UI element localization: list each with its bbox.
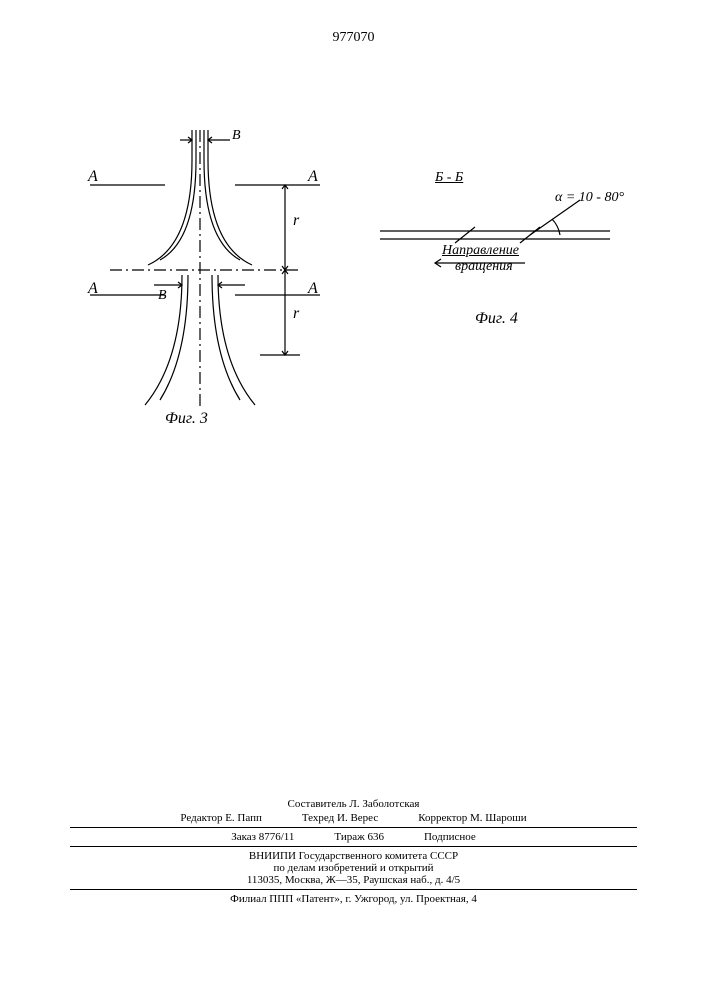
footer-tirazh: Тираж 636 [334, 831, 384, 843]
footer-org2: по делам изобретений и открытий [0, 862, 707, 874]
footer-techred: Техред И. Верес [302, 812, 378, 824]
fig3-caption: Фиг. 3 [165, 410, 208, 428]
fig4-caption: Фиг. 4 [475, 310, 518, 328]
fig3-svg [90, 130, 320, 410]
fig3-label-a-tl: А [88, 168, 98, 186]
fig4-direction-line1: Направление [442, 243, 519, 259]
footer-corrector: Корректор М. Шароши [418, 812, 526, 824]
fig3-label-a-br: А [308, 280, 318, 298]
footer-address2: Филиал ППП «Патент», г. Ужгород, ул. Про… [0, 893, 707, 905]
fig4-section-title: Б - Б [435, 170, 463, 186]
footer: Составитель Л. Заболотская Редактор Е. П… [0, 798, 707, 905]
fig3-label-a-tr: А [308, 168, 318, 186]
fig4-direction-line2: вращения [455, 259, 513, 275]
figure-4: Б - Б α = 10 - 80° Направление вращения [380, 175, 640, 305]
footer-subscription: Подписное [424, 831, 476, 843]
footer-org1: ВНИИПИ Государственного комитета СССР [0, 850, 707, 862]
fig3-label-a-bl: А [88, 280, 98, 298]
fig3-dim-b-top: В [232, 128, 241, 144]
fig4-angle-label: α = 10 - 80° [555, 190, 624, 206]
footer-address1: 113035, Москва, Ж—35, Раушская наб., д. … [0, 874, 707, 886]
footer-compiler: Составитель Л. Заболотская [0, 798, 707, 810]
page-number: 977070 [333, 30, 375, 46]
fig3-dim-r-top: r [293, 212, 299, 230]
footer-order: Заказ 8776/11 [231, 831, 294, 843]
footer-editor: Редактор Е. Папп [180, 812, 261, 824]
figure-3: А А А А В В r r [90, 130, 320, 410]
fig3-dim-r-bot: r [293, 305, 299, 323]
fig3-dim-b-mid: В [158, 288, 167, 304]
